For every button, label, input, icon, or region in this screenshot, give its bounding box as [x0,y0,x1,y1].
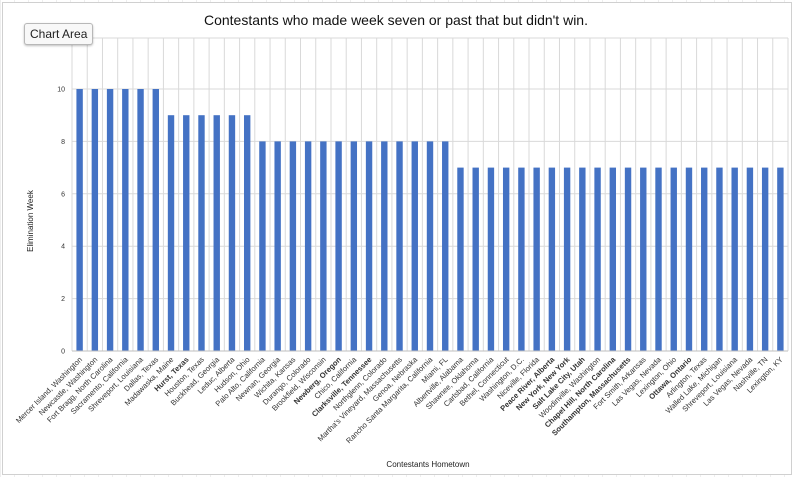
bar-30[interactable] [533,167,540,351]
bar-41[interactable] [701,167,708,351]
bar-20[interactable] [381,141,388,351]
bar-6[interactable] [167,115,175,351]
bar-23[interactable] [426,141,434,351]
bar-32[interactable] [563,167,571,351]
bar-9[interactable] [213,115,220,351]
y-axis-ticks: 0 2 4 6 8 10 [57,87,65,356]
bar-43[interactable] [731,167,738,351]
y-tick-label: 2 [61,296,65,303]
bar-45[interactable] [761,167,769,351]
bar-33[interactable] [579,167,586,351]
bar-7[interactable] [183,115,190,351]
bar-2[interactable] [106,89,114,351]
chart-area-tooltip: Chart Area [24,23,94,45]
bar-1[interactable] [91,89,99,351]
bar-4[interactable] [137,89,144,351]
bar-8[interactable] [198,115,205,351]
bar-14[interactable] [289,141,297,351]
bar-36[interactable] [624,167,632,351]
bar-38[interactable] [655,167,662,351]
bar-25[interactable] [457,167,464,351]
bar-42[interactable] [716,167,723,351]
bars [76,89,784,351]
bar-37[interactable] [640,167,647,351]
bar-24[interactable] [442,141,449,351]
bar-39[interactable] [670,167,677,351]
y-axis-title[interactable]: Elimination Week [26,189,35,252]
bar-5[interactable] [152,89,159,351]
bar-21[interactable] [396,141,403,351]
bar-28[interactable] [502,167,510,351]
bar-27[interactable] [487,167,495,351]
y-tick-label: 8 [61,139,65,146]
bar-3[interactable] [122,89,129,351]
bar-15[interactable] [304,141,312,351]
bar-44[interactable] [746,167,754,351]
bar-11[interactable] [243,115,251,351]
bar-13[interactable] [274,141,281,351]
bar-19[interactable] [365,141,373,351]
y-tick-label: 4 [61,244,65,251]
y-tick-label: 10 [57,87,65,94]
bar-17[interactable] [335,141,342,351]
bar-10[interactable] [228,115,236,351]
bar-18[interactable] [350,141,358,351]
bar-31[interactable] [548,167,556,351]
bar-46[interactable] [777,167,784,351]
bar-16[interactable] [320,141,327,351]
y-tick-label: 0 [61,349,65,356]
bar-0[interactable] [76,89,83,351]
bar-34[interactable] [594,167,601,351]
bar-35[interactable] [609,167,617,351]
bar-22[interactable] [411,141,418,351]
chart-title[interactable]: Contestants who made week seven or past … [204,12,588,28]
x-axis-title[interactable]: Contestants Hometown [386,460,469,469]
bar-40[interactable] [685,167,693,351]
bar-26[interactable] [472,167,479,351]
bar-29[interactable] [518,167,525,351]
bar-12[interactable] [259,141,266,351]
y-tick-label: 6 [61,191,65,198]
